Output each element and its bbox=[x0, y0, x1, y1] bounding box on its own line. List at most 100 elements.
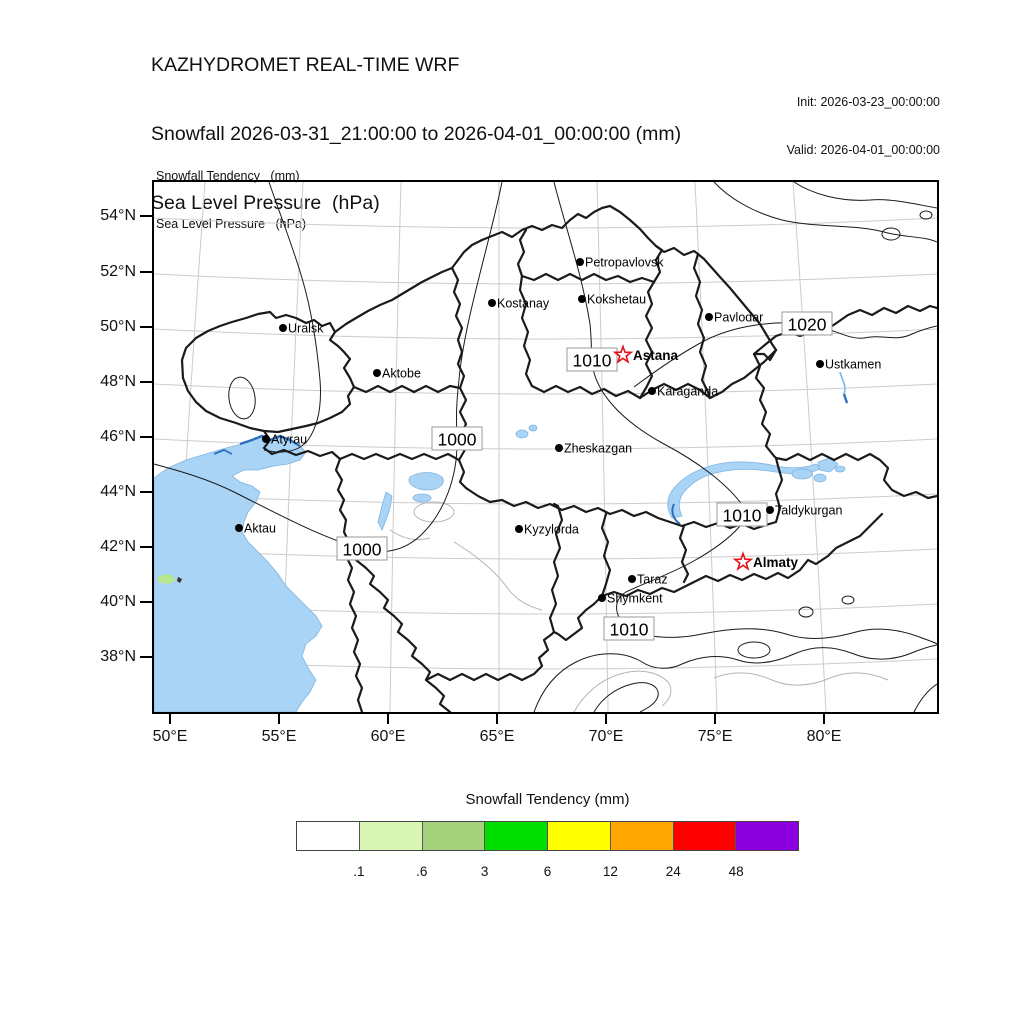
irtysh-river bbox=[839, 371, 848, 404]
pressure-label: 1000 bbox=[336, 536, 388, 561]
colorbar-cell-6 bbox=[672, 822, 736, 850]
contour-ne-2 bbox=[793, 182, 937, 209]
city-dot bbox=[235, 524, 243, 532]
pressure-label-text: 1000 bbox=[343, 540, 382, 560]
pressure-label: 1010 bbox=[603, 616, 655, 641]
city-marker: Taldykurgan bbox=[766, 504, 842, 518]
lon-tick-label: 55°E bbox=[261, 728, 297, 745]
colorbar-cell-7 bbox=[735, 822, 798, 850]
lat-tick-label: 52°N bbox=[100, 263, 136, 280]
lat-tick-label: 54°N bbox=[100, 207, 136, 224]
page-subtitle-snowfall: Snowfall 2026-03-31_21:00:00 to 2026-04-… bbox=[151, 123, 682, 145]
lat-tick bbox=[140, 326, 152, 328]
pressure-label: 1020 bbox=[781, 311, 833, 336]
pressure-labels: 1010 1020 1000 1000 1010 1010 bbox=[336, 311, 833, 641]
pressure-label-text: 1000 bbox=[438, 430, 477, 450]
lat-tick bbox=[140, 436, 152, 438]
isobar-1000 bbox=[154, 182, 503, 553]
city-label: Pavlodar bbox=[714, 311, 763, 325]
lat-tick bbox=[140, 601, 152, 603]
city-label: Kokshetau bbox=[587, 293, 646, 307]
isobar-west bbox=[263, 182, 321, 453]
river-dark-segment bbox=[842, 393, 849, 404]
lon-tick bbox=[605, 712, 607, 724]
lon-tick bbox=[278, 712, 280, 724]
capital-star-icon bbox=[732, 551, 754, 571]
lon-tick-label: 80°E bbox=[806, 728, 842, 745]
city-marker: Uralsk bbox=[279, 322, 324, 336]
city-marker: Petropavlovsk bbox=[576, 256, 664, 270]
city-label: Ustkamen bbox=[825, 358, 881, 372]
contour-ne-1 bbox=[713, 182, 937, 243]
lat-tick-label: 42°N bbox=[100, 538, 136, 555]
city-marker: Aktau bbox=[235, 522, 276, 536]
lon-tick bbox=[823, 712, 825, 724]
lat-tick bbox=[140, 491, 152, 493]
pressure-label: 1010 bbox=[716, 502, 768, 527]
lon-tick bbox=[496, 712, 498, 724]
legend-line-snowfall: Snowfall Tendency (mm) bbox=[156, 169, 300, 183]
page-header: KAZHYDROMET REAL-TIME WRF Snowfall 2026-… bbox=[151, 8, 681, 261]
city-marker: Kyzylorda bbox=[515, 523, 579, 537]
lon-tick-label: 70°E bbox=[588, 728, 624, 745]
lat-tick bbox=[140, 546, 152, 548]
terrain-contours-gray bbox=[389, 501, 889, 712]
contour-corner bbox=[913, 683, 937, 712]
lon-tick bbox=[714, 712, 716, 724]
lon-tick bbox=[387, 712, 389, 724]
colorbar-cell-4 bbox=[547, 822, 610, 850]
city-dot bbox=[373, 369, 381, 377]
lat-tick bbox=[140, 215, 152, 217]
coast-jag bbox=[213, 449, 233, 455]
city-marker: Taraz bbox=[628, 573, 668, 587]
lat-tick-label: 48°N bbox=[100, 373, 136, 390]
lat-tick-label: 40°N bbox=[100, 593, 136, 610]
lat-tick-label: 44°N bbox=[100, 483, 136, 500]
page-title: KAZHYDROMET REAL-TIME WRF bbox=[151, 54, 460, 76]
lat-tick-label: 46°N bbox=[100, 428, 136, 445]
isobar-loop-atyrau bbox=[228, 376, 256, 420]
colorbar-tick-label: 48 bbox=[728, 864, 744, 879]
city-label: Aktobe bbox=[382, 367, 421, 381]
colorbar-cell-5 bbox=[609, 822, 673, 850]
city-dot bbox=[262, 435, 270, 443]
weather-map: 1010 1020 1000 1000 1010 1010 Petropavlovsk Ko… bbox=[154, 182, 937, 712]
colorbar-title: Snowfall Tendency (mm) bbox=[465, 791, 630, 808]
map-frame: 1010 1020 1000 1000 1010 1010 Petropavlovsk Ko… bbox=[152, 180, 939, 714]
city-label: Karaganda bbox=[657, 385, 718, 399]
lat-tick bbox=[140, 381, 152, 383]
lat-tick bbox=[140, 271, 152, 273]
pressure-label: 1010 bbox=[566, 347, 618, 372]
colorbar-tick-label: 12 bbox=[602, 864, 618, 879]
city-label: Petropavlovsk bbox=[585, 256, 664, 270]
colorbar-tick-label: .1 bbox=[353, 864, 365, 879]
lon-tick bbox=[169, 712, 171, 724]
city-marker: Atyrau bbox=[262, 433, 307, 447]
lake-sasykkol bbox=[813, 473, 827, 483]
lon-tick-label: 75°E bbox=[697, 728, 733, 745]
city-dot bbox=[766, 506, 774, 514]
city-marker: Kostanay bbox=[488, 297, 550, 311]
city-dot bbox=[816, 360, 824, 368]
water-bodies bbox=[154, 424, 846, 712]
aral-sea-north bbox=[408, 472, 444, 491]
lon-tick-label: 50°E bbox=[152, 728, 188, 745]
city-dot bbox=[648, 387, 656, 395]
city-marker: Ustkamen bbox=[816, 358, 881, 372]
city-dot bbox=[578, 295, 586, 303]
pressure-label: 1000 bbox=[431, 426, 483, 451]
colorbar bbox=[296, 821, 799, 851]
city-markers: Petropavlovsk Kostanay Kokshetau Pavlodar Ur… bbox=[235, 256, 881, 606]
contour-south-1 bbox=[533, 644, 937, 712]
pressure-label-text: 1010 bbox=[573, 351, 612, 371]
city-dot bbox=[628, 575, 636, 583]
city-marker: Aktobe bbox=[373, 367, 421, 381]
city-dot bbox=[598, 594, 606, 602]
pressure-label-text: 1020 bbox=[788, 315, 827, 335]
capital-label: Almaty bbox=[753, 555, 799, 570]
colorbar-cell-1 bbox=[358, 822, 422, 850]
city-dot bbox=[555, 444, 563, 452]
lat-tick-label: 50°N bbox=[100, 318, 136, 335]
city-dot bbox=[515, 525, 523, 533]
